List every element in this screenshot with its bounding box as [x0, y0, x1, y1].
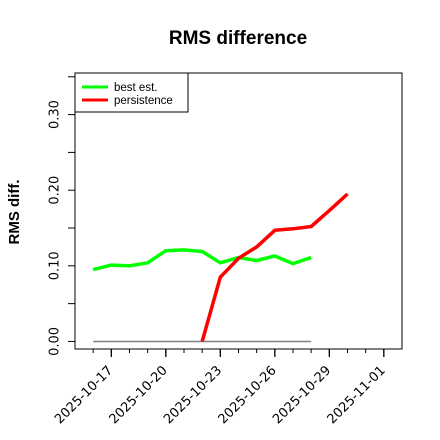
plot-area: [92, 192, 349, 343]
legend-label-persistence: persistence: [114, 95, 173, 107]
x-axis: 2025-10-172025-10-202025-10-232025-10-26…: [52, 349, 389, 427]
series-line-best-est: [92, 248, 312, 272]
x-tick-label: 2025-11-01: [325, 363, 389, 427]
plot-frame: [74, 72, 403, 350]
legend-label-best-est: best est.: [114, 82, 157, 94]
y-axis: 0.00 0.10 0.20 0.30: [48, 76, 75, 356]
chart-title: RMS difference: [169, 28, 307, 49]
legend: best est. persistence: [74, 72, 189, 113]
y-tick-label: 0.10: [48, 251, 63, 280]
y-tick-label: 0.00: [48, 327, 63, 356]
y-tick-label: 0.20: [48, 176, 63, 205]
y-axis-label: RMS diff.: [6, 180, 23, 245]
legend-box: [74, 72, 189, 113]
y-tick-label: 0.30: [48, 100, 63, 129]
series-line-persistence: [200, 192, 349, 342]
